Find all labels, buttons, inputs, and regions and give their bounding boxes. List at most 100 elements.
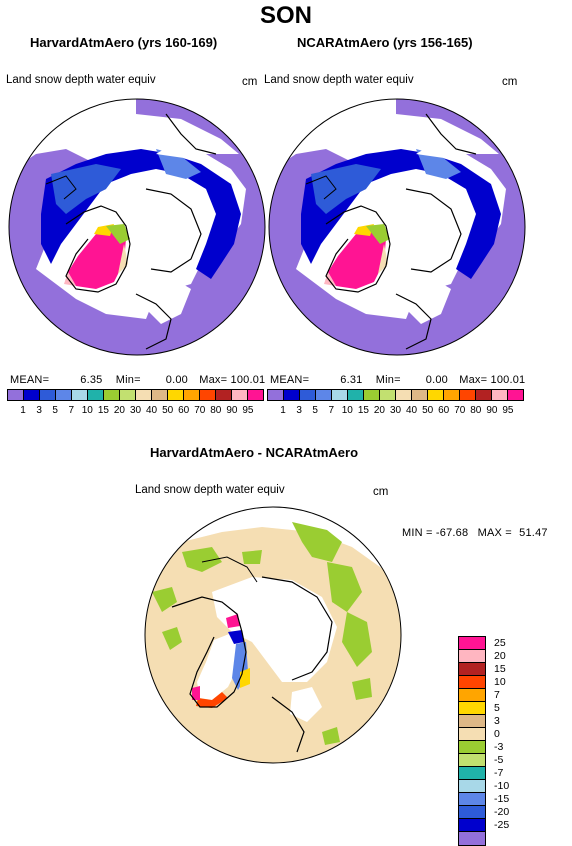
diff-colorbar-swatch xyxy=(459,702,485,715)
diff-max-value: 51.47 xyxy=(519,527,548,539)
diff-colorbar-swatch xyxy=(459,793,485,806)
diff-min-value: -67.68 xyxy=(435,527,469,539)
left-colorbar-swatch xyxy=(72,390,88,400)
left-colorbar-tick-label: 30 xyxy=(129,405,142,416)
left-panel-title: HarvardAtmAero (yrs 160-169) xyxy=(30,35,218,50)
diff-min-label: MIN = xyxy=(402,527,433,539)
right-colorbar-swatch xyxy=(332,390,348,400)
right-colorbar-tick-label: 90 xyxy=(486,405,498,416)
right-variable-label: Land snow depth water equiv xyxy=(264,74,414,86)
left-unit-label: cm xyxy=(242,76,258,88)
left-colorbar-swatch xyxy=(24,390,40,400)
diff-colorbar-tick-label: 20 xyxy=(494,650,506,662)
left-colorbar-tick-label: 7 xyxy=(68,405,75,416)
left-mean-label: MEAN= xyxy=(10,374,50,386)
right-colorbar-tick-label: 95 xyxy=(502,405,514,416)
left-colorbar-swatch xyxy=(88,390,104,400)
right-colorbar-swatch xyxy=(508,390,523,400)
left-colorbar-swatch xyxy=(136,390,152,400)
left-max-value: 100.01 xyxy=(230,374,266,386)
diff-colorbar-swatch xyxy=(459,806,485,819)
left-min-value: 0.00 xyxy=(165,374,188,386)
right-colorbar-swatch xyxy=(364,390,380,400)
left-min-label: Min= xyxy=(115,374,141,386)
right-unit-label: cm xyxy=(502,76,518,88)
left-mean-value: 6.35 xyxy=(80,374,103,386)
right-colorbar-ticks: 1 3 5 7 10 15 20 30 40 50 60 70 80 90 95 xyxy=(267,405,524,419)
diff-colorbar-swatch xyxy=(459,767,485,780)
right-panel-title: NCARAtmAero (yrs 156-165) xyxy=(297,35,473,50)
right-colorbar-swatch xyxy=(412,390,428,400)
diff-colorbar-tick-label: 3 xyxy=(494,715,500,727)
diff-colorbar-swatch xyxy=(459,650,485,663)
right-min-value: 0.00 xyxy=(425,374,448,386)
diff-colorbar-swatch xyxy=(459,728,485,741)
left-colorbar-tick-label: 10 xyxy=(81,405,93,416)
right-min-label: Min= xyxy=(375,374,401,386)
diff-colorbar-swatch xyxy=(459,715,485,728)
right-mean-label: MEAN= xyxy=(270,374,310,386)
diff-colorbar-tick-label: 7 xyxy=(494,689,500,701)
season-title: SON xyxy=(259,2,312,29)
right-colorbar-tick-label: 1 xyxy=(280,405,286,416)
diff-colorbar-tick-label: -15 xyxy=(494,793,510,805)
right-colorbar-tick-label: 40 xyxy=(406,405,418,416)
right-colorbar-tick-label: 70 xyxy=(454,405,466,416)
right-max-label: Max= xyxy=(459,374,488,386)
diff-colorbar-tick-label: 15 xyxy=(494,663,506,675)
left-colorbar-swatch xyxy=(248,390,263,400)
left-colorbar-tick-label: 1 xyxy=(20,405,26,416)
right-colorbar-tick-label: 3 xyxy=(296,405,302,416)
right-colorbar-swatch xyxy=(284,390,300,400)
left-colorbar-swatch xyxy=(216,390,232,400)
left-colorbar-tick-label: 15 xyxy=(97,405,109,416)
diff-unit-label: cm xyxy=(373,486,389,498)
right-colorbar-swatch xyxy=(428,390,444,400)
diff-colorbar-tick-label: 25 xyxy=(494,637,506,649)
diff-colorbar-tick-label: -20 xyxy=(494,806,510,818)
right-colorbar-tick-label: 10 xyxy=(341,405,353,416)
diff-colorbar-tick-label: -7 xyxy=(494,767,504,779)
left-colorbar-tick-label: 70 xyxy=(194,405,206,416)
right-colorbar-swatch xyxy=(476,390,492,400)
right-colorbar-tick-label: 60 xyxy=(438,405,450,416)
left-colorbar-tick-label: 60 xyxy=(178,405,190,416)
diff-colorbar-swatch xyxy=(459,741,485,754)
left-colorbar-tick-label: 95 xyxy=(242,405,254,416)
left-colorbar-tick-label: 3 xyxy=(36,405,42,416)
diff-colorbar-tick-label: 0 xyxy=(494,728,500,740)
left-colorbar-tick-label: 40 xyxy=(146,405,158,416)
left-colorbar-tick-label: 90 xyxy=(226,405,238,416)
right-max-value: 100.01 xyxy=(490,374,526,386)
right-colorbar-tick-label: 7 xyxy=(328,405,335,416)
diff-colorbar-tick-label: -25 xyxy=(494,819,510,831)
diff-panel-title: HarvardAtmAero - NCARAtmAero xyxy=(150,445,359,460)
diff-colorbar-swatch xyxy=(459,832,485,845)
left-colorbar-ticks: 1 3 5 7 10 15 20 30 40 50 60 70 80 90 95 xyxy=(7,405,264,419)
right-colorbar-swatch xyxy=(300,390,316,400)
right-colorbar-tick-label: 80 xyxy=(470,405,482,416)
diff-colorbar-ticks: 25 20 15 10 7 5 3 0 -3 -5 -7 -10 -15 -20 -25 xyxy=(494,636,534,844)
right-colorbar-tick-label: 5 xyxy=(312,405,318,416)
diff-colorbar-tick-label: 10 xyxy=(494,676,506,688)
diff-colorbar-swatch xyxy=(459,663,485,676)
left-polar-map xyxy=(8,98,266,356)
left-colorbar-swatch xyxy=(168,390,184,400)
right-colorbar-swatch xyxy=(268,390,284,400)
diff-colorbar-swatch xyxy=(459,754,485,767)
right-stats: MEAN= 6.31 Min= 0.00 Max= 100.01 xyxy=(270,374,525,386)
right-colorbar-swatch xyxy=(444,390,460,400)
right-colorbar-tick-label: 30 xyxy=(389,405,402,416)
left-colorbar-swatch xyxy=(8,390,24,400)
diff-polar-map xyxy=(144,506,402,764)
diff-colorbar-tick-label: -3 xyxy=(494,741,504,753)
left-colorbar-tick-label: 50 xyxy=(162,405,174,416)
diff-colorbar xyxy=(458,636,486,846)
right-colorbar-swatch xyxy=(348,390,364,400)
diff-colorbar-swatch xyxy=(459,689,485,702)
left-colorbar-tick-label: 80 xyxy=(210,405,222,416)
left-colorbar xyxy=(7,389,264,401)
diff-variable-label: Land snow depth water equiv xyxy=(135,484,285,496)
right-colorbar-swatch xyxy=(396,390,412,400)
right-colorbar-swatch xyxy=(316,390,332,400)
